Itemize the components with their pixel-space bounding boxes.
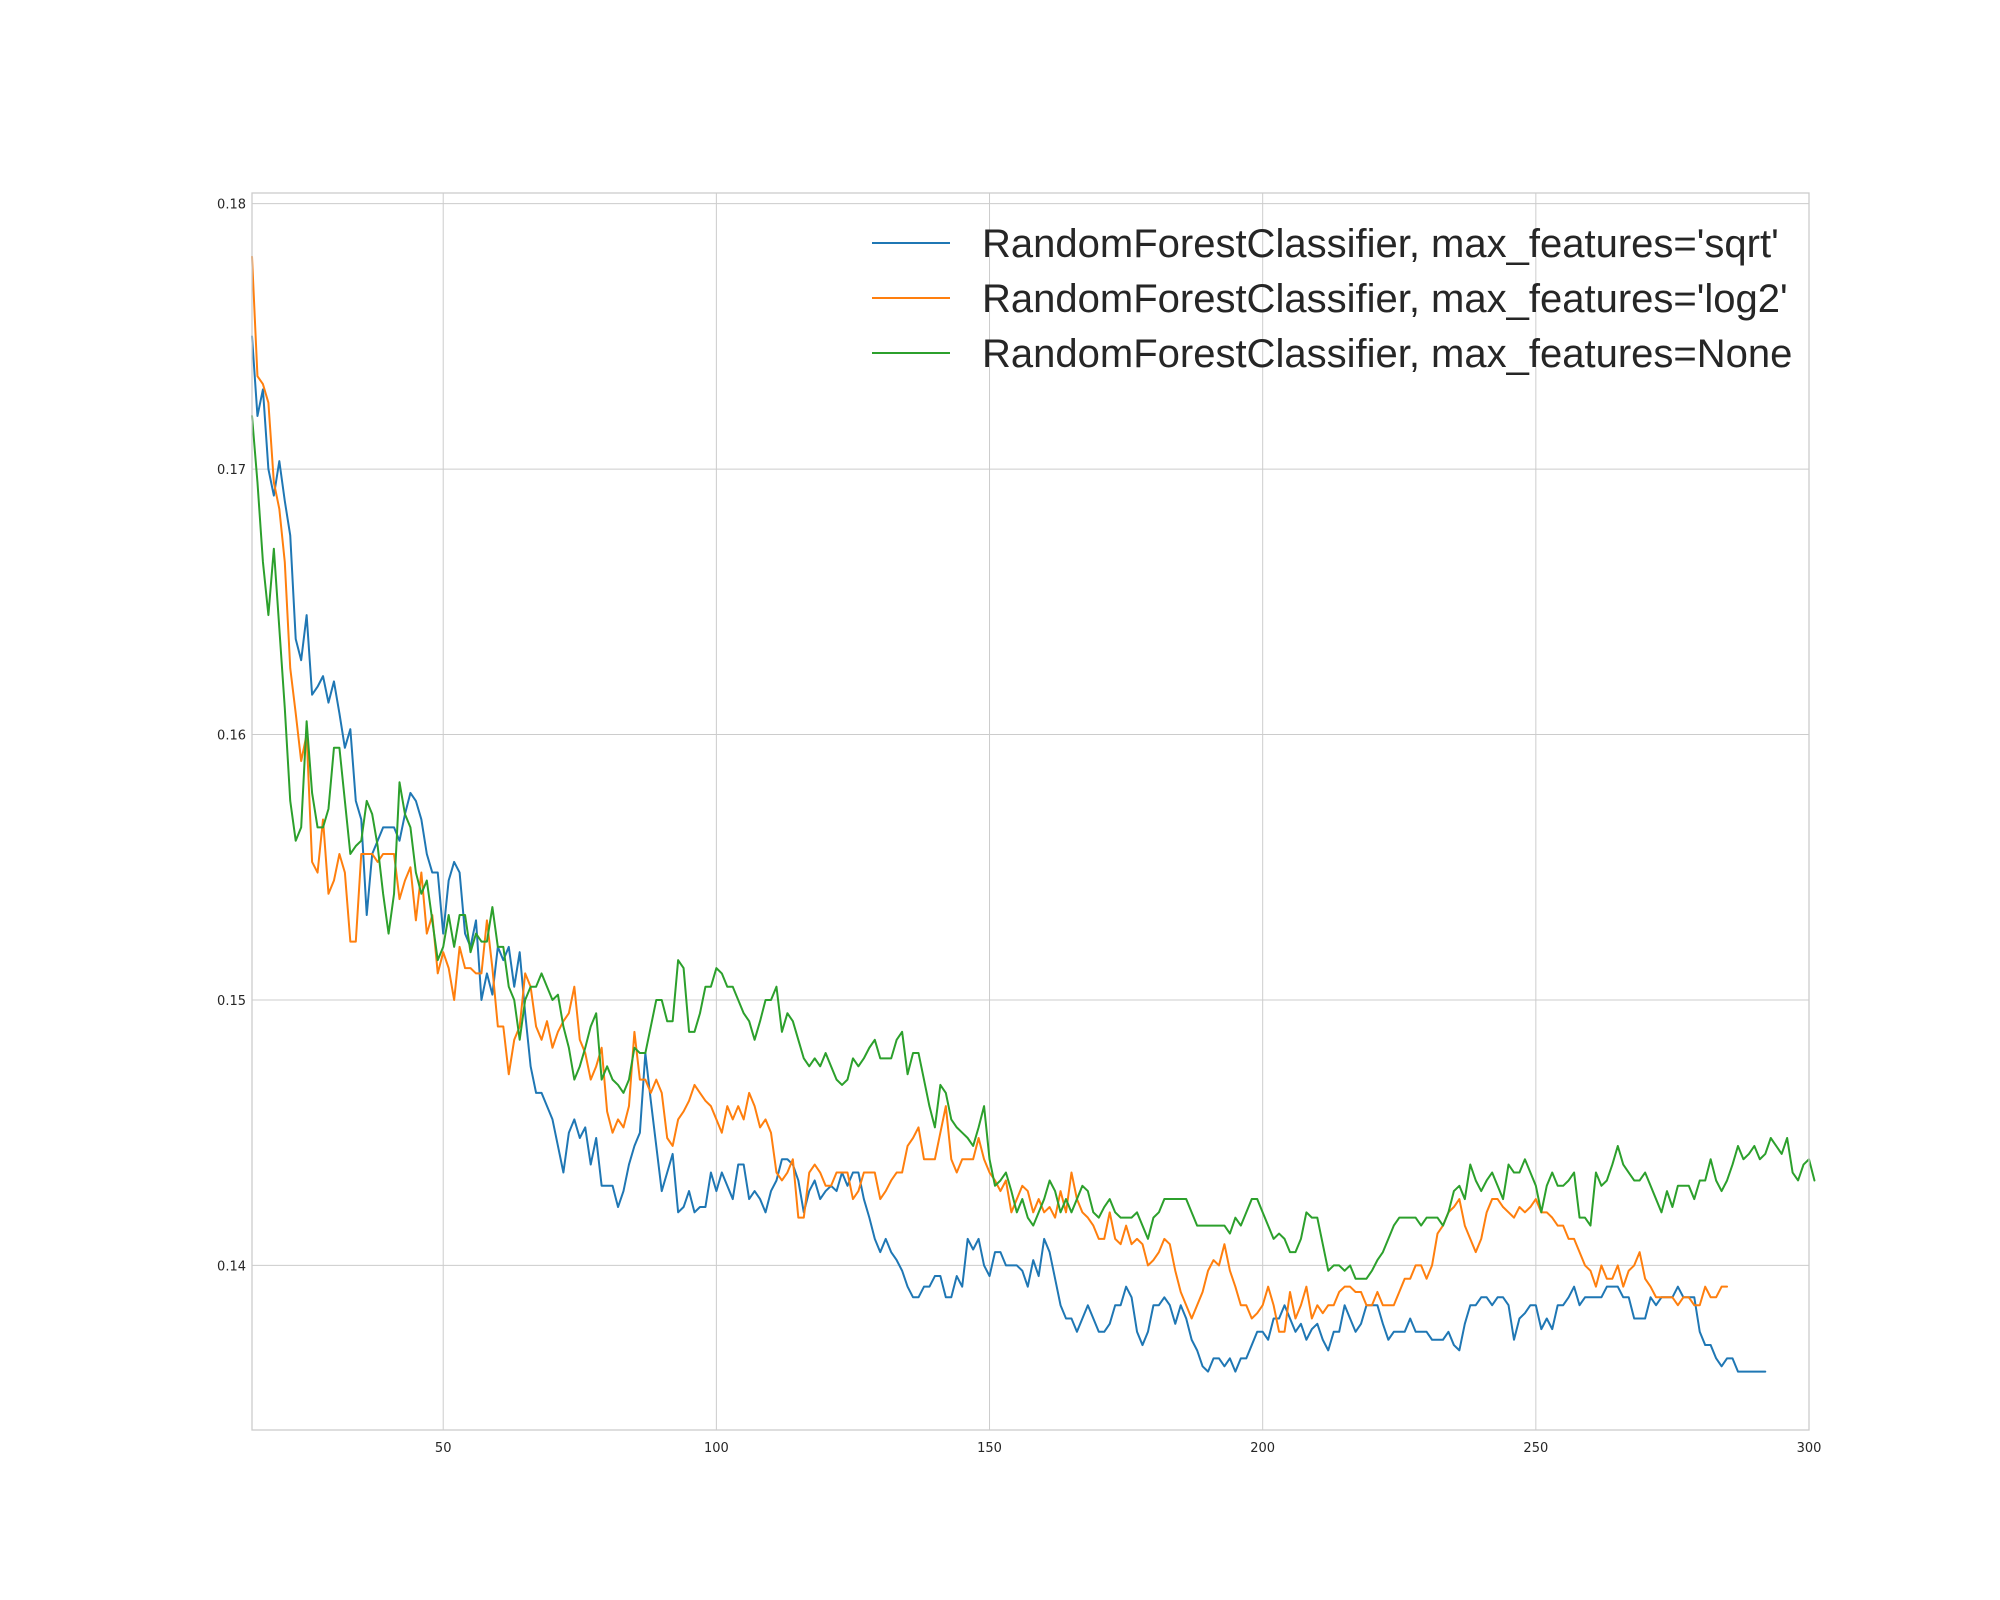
x-tick-label: 200 (1250, 1441, 1275, 1456)
series-line-2 (251, 414, 1816, 1280)
legend-label: RandomForestClassifier, max_features=Non… (982, 332, 1792, 376)
legend-label: RandomForestClassifier, max_features='lo… (982, 277, 1788, 321)
grid (252, 193, 1810, 1430)
series-line-1 (251, 255, 1729, 1333)
x-tick-label: 100 (704, 1441, 729, 1456)
legend: RandomForestClassifier, max_features='sq… (872, 222, 1792, 376)
series-lines (251, 255, 1816, 1373)
x-tick-label: 150 (977, 1441, 1002, 1456)
x-tick-label: 300 (1797, 1441, 1822, 1456)
y-tick-label: 0.18 (217, 198, 246, 213)
x-tick-label: 250 (1523, 1441, 1548, 1456)
y-tick-label: 0.17 (217, 463, 246, 478)
y-tick-label: 0.15 (217, 994, 246, 1009)
x-axis-ticks: 50 100 150 200 250 300 (435, 1441, 1821, 1456)
y-axis-ticks: 0.14 0.15 0.16 0.17 0.18 (217, 198, 246, 1275)
y-tick-label: 0.16 (217, 729, 246, 744)
legend-label: RandomForestClassifier, max_features='sq… (982, 222, 1779, 266)
y-tick-label: 0.14 (217, 1259, 246, 1274)
plot-frame (251, 192, 1810, 1431)
x-tick-label: 50 (435, 1441, 452, 1456)
